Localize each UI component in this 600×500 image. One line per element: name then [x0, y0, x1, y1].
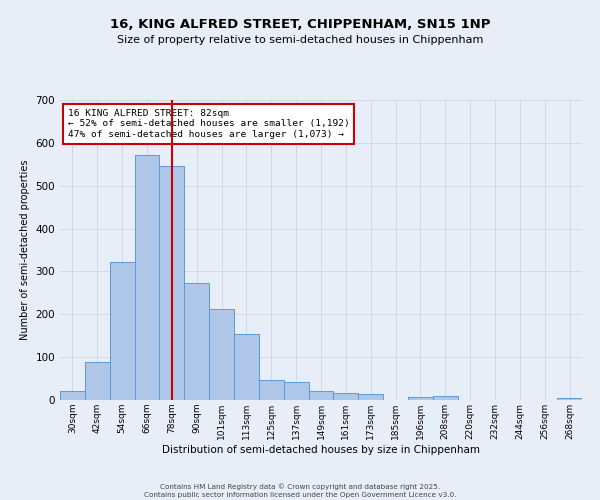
Bar: [110, 262, 134, 400]
Bar: [134, 155, 160, 400]
Bar: [259, 380, 284, 400]
Text: Contains HM Land Registry data © Crown copyright and database right 2025.
Contai: Contains HM Land Registry data © Crown c…: [144, 484, 456, 498]
Bar: [85, 362, 110, 400]
Bar: [234, 334, 259, 400]
Bar: [358, 394, 383, 400]
Text: 16, KING ALFRED STREET, CHIPPENHAM, SN15 1NP: 16, KING ALFRED STREET, CHIPPENHAM, SN15…: [110, 18, 490, 30]
Bar: [408, 396, 433, 400]
Bar: [60, 392, 85, 400]
Bar: [160, 166, 184, 400]
Text: 16 KING ALFRED STREET: 82sqm
← 52% of semi-detached houses are smaller (1,192)
4: 16 KING ALFRED STREET: 82sqm ← 52% of se…: [68, 109, 350, 139]
Bar: [557, 398, 582, 400]
Bar: [308, 392, 334, 400]
Y-axis label: Number of semi-detached properties: Number of semi-detached properties: [20, 160, 30, 340]
Text: Size of property relative to semi-detached houses in Chippenham: Size of property relative to semi-detach…: [117, 35, 483, 45]
Bar: [184, 284, 209, 400]
Bar: [284, 382, 308, 400]
Bar: [209, 309, 234, 400]
Bar: [334, 392, 358, 400]
X-axis label: Distribution of semi-detached houses by size in Chippenham: Distribution of semi-detached houses by …: [162, 444, 480, 454]
Bar: [433, 396, 458, 400]
